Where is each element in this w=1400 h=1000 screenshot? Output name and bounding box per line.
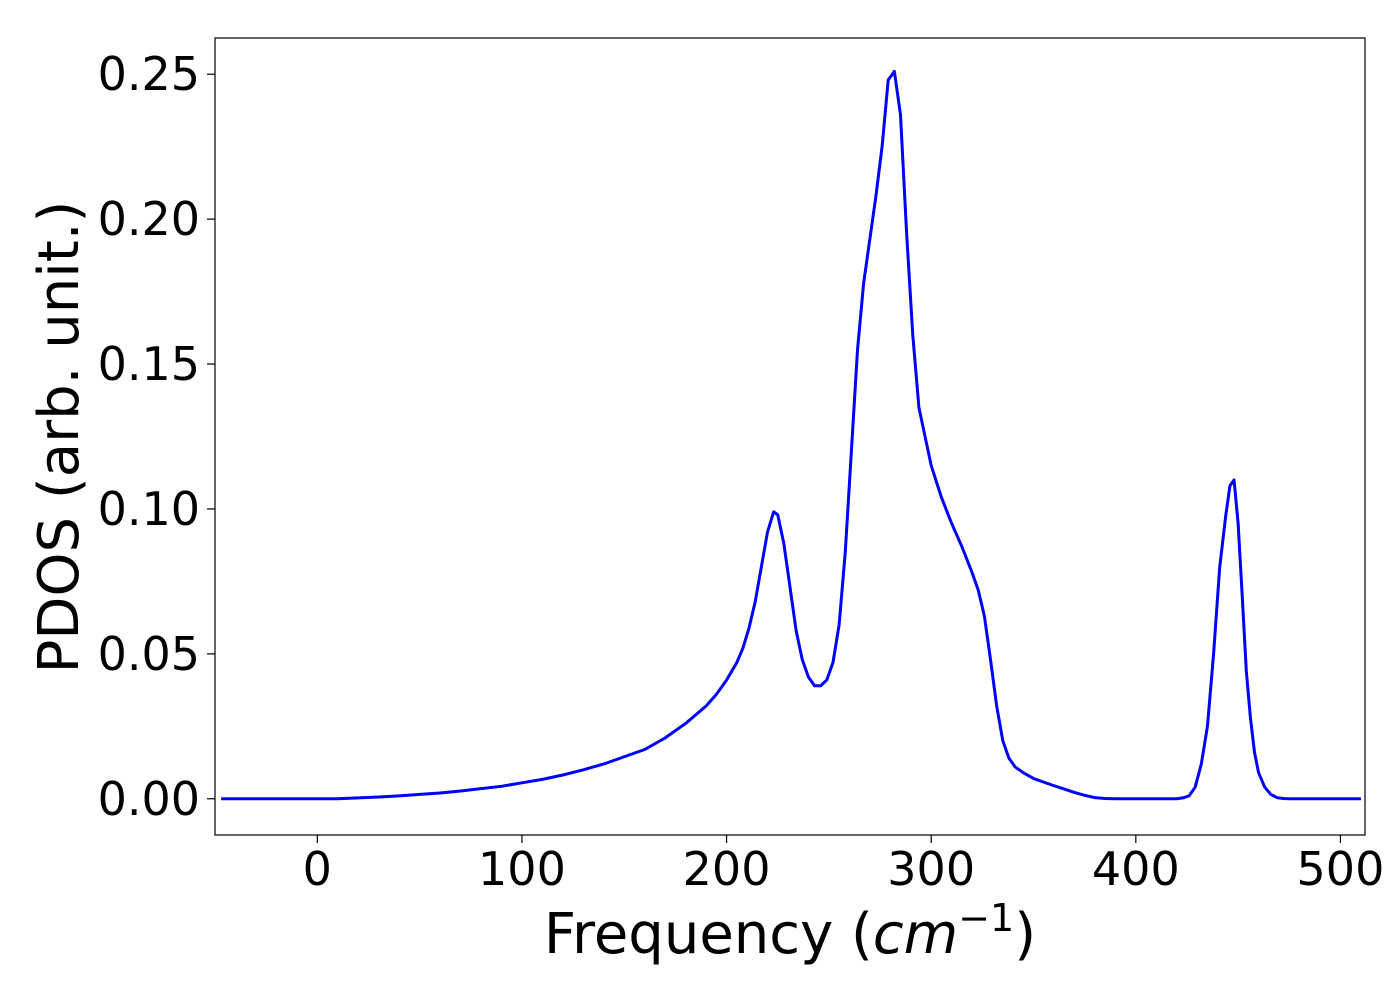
- x-axis-title-text: Frequency: [544, 902, 833, 967]
- y-axis-title: PDOS (arb. unit.): [27, 201, 92, 674]
- x-tick-label: 0: [303, 842, 332, 896]
- pdos-line: [221, 69, 1361, 801]
- x-axis-unit: cm: [873, 902, 958, 967]
- x-axis-unit-exponent: −1: [958, 896, 1014, 940]
- x-tick-label: 200: [683, 842, 771, 896]
- x-tick-label: 500: [1297, 842, 1385, 896]
- y-tick-label: 0.00: [98, 772, 200, 826]
- y-tick-label: 0.10: [98, 482, 200, 536]
- x-axis-ticks: 0 100 200 300 400 500: [303, 835, 1385, 896]
- x-tick-label: 300: [887, 842, 975, 896]
- y-tick-label: 0.15: [98, 337, 200, 391]
- x-tick-label: 100: [478, 842, 566, 896]
- y-tick-label: 0.20: [98, 192, 200, 246]
- y-tick-label: 0.05: [98, 627, 200, 681]
- plot-frame: [214, 37, 1366, 836]
- y-tick-label: 0.25: [98, 47, 200, 101]
- x-axis-title: Frequency (cm−1): [544, 896, 1036, 967]
- x-tick-label: 400: [1092, 842, 1180, 896]
- y-axis-ticks: 0.00 0.05 0.10 0.15 0.20 0.25: [98, 47, 215, 826]
